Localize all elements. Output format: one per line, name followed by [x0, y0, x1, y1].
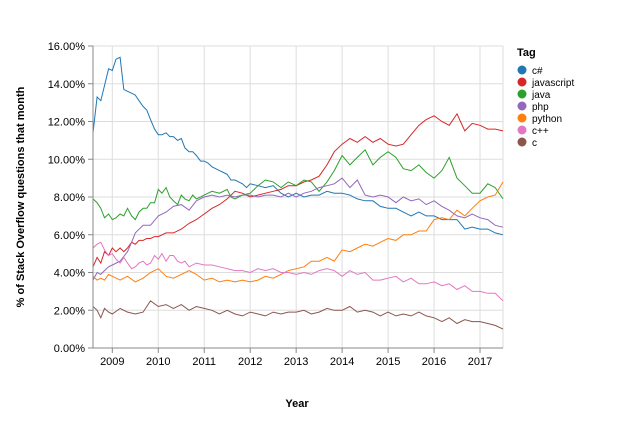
x-tick-label: 2011 — [192, 356, 216, 368]
y-tick-label: 14.00% — [48, 79, 86, 91]
series-line-php — [92, 177, 504, 281]
x-tick-label: 2010 — [146, 356, 170, 368]
y-tick-label: 0.00% — [54, 343, 85, 355]
x-tick-label: 2017 — [468, 356, 492, 368]
chart-axes: 0.00% 2.00% 4.00% 6.00% 8.00% 10.00% 12.00% 14.… — [48, 41, 503, 368]
x-axis-title: Year — [285, 398, 309, 410]
y-tick-label: 6.00% — [54, 230, 85, 242]
legend-label: javascript — [531, 78, 574, 89]
x-tick-label: 2012 — [238, 356, 262, 368]
series-line-java — [92, 148, 504, 221]
x-tick-label: 2014 — [330, 356, 354, 368]
legend-title: Tag — [517, 47, 536, 59]
legend-label: java — [531, 90, 551, 101]
legend-label: c — [532, 138, 537, 149]
legend-label: php — [532, 102, 549, 113]
legend-label: python — [532, 114, 562, 125]
x-tick-label: 2009 — [100, 356, 124, 368]
y-tick-label: 12.00% — [48, 117, 86, 129]
y-tick-label: 8.00% — [54, 192, 85, 204]
series-line-cpp — [92, 241, 504, 302]
y-tick-label: 4.00% — [54, 268, 85, 280]
chart-grid — [93, 45, 504, 349]
legend-swatch — [517, 113, 527, 123]
y-axis-title: % of Stack Overflow questions that month — [15, 86, 27, 307]
series-line-javascript — [92, 112, 504, 267]
y-tick-label: 10.00% — [48, 154, 86, 166]
legend-label: c++ — [532, 126, 549, 137]
series-line-c — [92, 300, 504, 330]
x-tick-label: 2013 — [284, 356, 308, 368]
series-line-csharp — [92, 56, 504, 236]
x-tick-label: 2016 — [422, 356, 446, 368]
legend-swatch — [517, 137, 527, 147]
legend-swatch — [517, 89, 527, 99]
legend-label: c# — [532, 66, 543, 77]
chart-series — [92, 56, 504, 330]
legend-swatch — [517, 101, 527, 111]
y-tick-label: 2.00% — [54, 305, 85, 317]
x-tick-label: 2015 — [376, 356, 400, 368]
legend-swatch — [517, 125, 527, 135]
y-tick-label: 16.00% — [48, 41, 86, 53]
series-line-python — [92, 181, 504, 283]
legend-swatch — [517, 77, 527, 87]
legend-swatch — [517, 65, 527, 75]
